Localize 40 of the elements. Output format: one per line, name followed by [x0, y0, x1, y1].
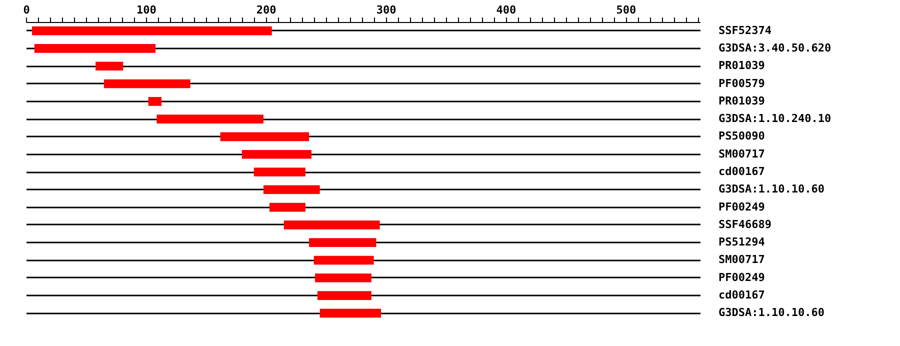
y-tick-label: cd00167: [718, 288, 765, 302]
x-tick-label: 0: [23, 4, 30, 16]
y-tick-label: G3DSA:1.10.10.60: [718, 306, 824, 320]
x-tick-label: 500: [616, 4, 636, 16]
bar: [284, 220, 380, 230]
bar: [269, 202, 306, 212]
x-tick-label: 200: [256, 4, 276, 16]
y-tick-label: SM00717: [718, 147, 765, 160]
bar: [156, 114, 264, 124]
y-tick-label: PF00579: [718, 76, 765, 90]
bar: [309, 238, 376, 247]
bar: [254, 168, 306, 176]
y-tick-label: SM00717: [718, 253, 765, 266]
bar: [315, 273, 372, 282]
x-tick-label: 300: [376, 4, 396, 16]
bar: [317, 291, 372, 300]
y-tick-label: PF00249: [718, 270, 765, 284]
y-tick-label: PS51294: [718, 236, 766, 249]
bar: [314, 256, 374, 265]
y-tick-label: SSF46689: [718, 218, 772, 231]
bar: [263, 185, 320, 194]
bar: [242, 150, 312, 159]
bar: [96, 62, 124, 71]
y-tick-label: cd00167: [718, 165, 765, 178]
y-tick-label: SSF52374: [718, 24, 772, 37]
bar: [104, 79, 190, 88]
bar: [34, 44, 156, 53]
y-tick-label: PF00249: [718, 200, 765, 214]
x-tick-label: 100: [136, 4, 156, 16]
y-tick-label: PR01039: [718, 59, 765, 72]
bar: [320, 308, 381, 318]
x-tick-label: 400: [496, 4, 516, 16]
y-tick-label: G3DSA:1.10.240.10: [718, 112, 832, 126]
y-tick-label: G3DSA:1.10.10.60: [718, 182, 824, 196]
bar: [32, 26, 272, 36]
y-tick-label: PS50090: [718, 130, 765, 143]
bar: [220, 132, 310, 142]
bar: [148, 97, 162, 106]
y-tick-label: G3DSA:3.40.50.620: [718, 41, 832, 54]
y-tick-label: PR01039: [718, 94, 765, 108]
